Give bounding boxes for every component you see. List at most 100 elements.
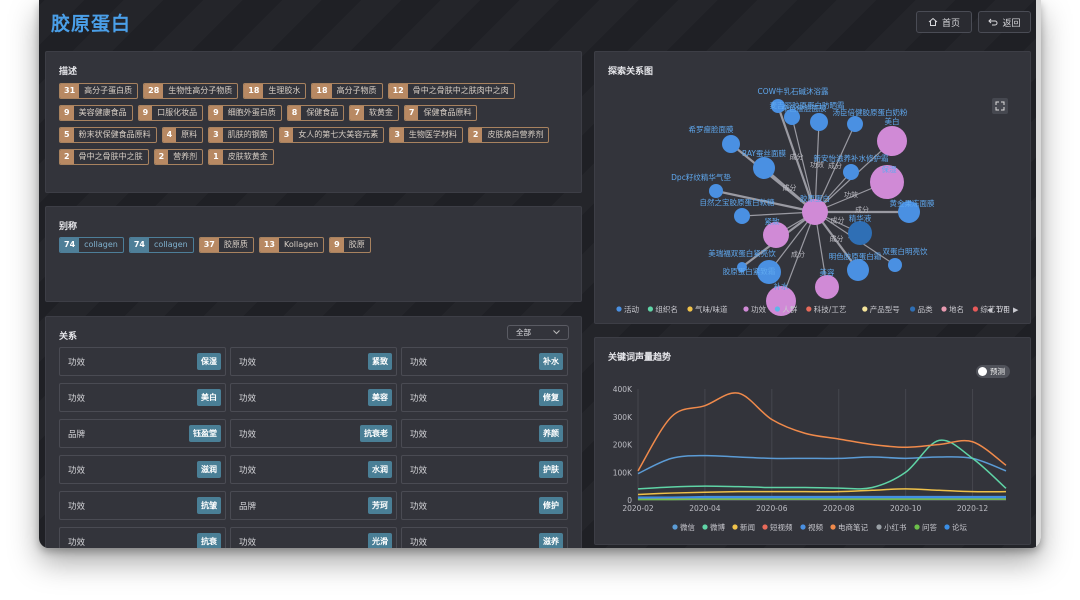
legend-next-icon[interactable]: ▶ [1013, 306, 1019, 314]
relation-item[interactable]: 功效 光滑 [230, 527, 397, 548]
tag-chip[interactable]: 3 女人的第七大美容元素 [278, 127, 385, 143]
relation-item[interactable]: 功效 补水 [401, 347, 568, 376]
tag-chip[interactable]: 13 Kollagen [258, 237, 325, 253]
legend-label[interactable]: 品类 [918, 304, 934, 314]
tag-count: 37 [199, 238, 219, 252]
tag-chip[interactable]: 28 生物性高分子物质 [143, 83, 239, 99]
graph-node[interactable] [784, 109, 800, 125]
relation-item[interactable]: 功效 抗衰老 [230, 419, 397, 448]
graph-node[interactable] [898, 201, 920, 223]
graph-edge [814, 123, 856, 213]
graph-node[interactable] [877, 126, 907, 156]
graph-node[interactable] [810, 113, 828, 131]
tag-chip[interactable]: 8 保健食品 [286, 105, 345, 121]
trend-grid [637, 389, 974, 500]
graph-node[interactable] [848, 221, 872, 245]
legend-label[interactable]: 科技/工艺 [814, 304, 847, 314]
graph-node-label: 自然之宝胶原蛋白软糖 [700, 197, 775, 207]
legend-label[interactable]: 人群 [782, 304, 797, 314]
relation-item[interactable]: 功效 护肤 [401, 455, 568, 484]
legend-label[interactable]: 微信 [680, 522, 695, 532]
relation-item[interactable]: 功效 美白 [59, 383, 226, 412]
graph-node[interactable] [753, 157, 775, 179]
relation-item[interactable]: 功效 保湿 [59, 347, 226, 376]
legend-label[interactable]: 电商笔记 [838, 522, 868, 532]
home-button[interactable]: 首页 [916, 11, 972, 33]
legend-label[interactable]: 气味/味道 [695, 304, 728, 314]
tag-chip[interactable]: 5 粉末状保健食品原料 [59, 127, 157, 143]
legend-label[interactable]: 小红书 [884, 522, 907, 532]
relation-item[interactable]: 功效 紧致 [230, 347, 397, 376]
graph-node[interactable] [722, 135, 740, 153]
x-tick-label: 2020-12 [957, 504, 989, 513]
graph-node[interactable] [737, 262, 747, 272]
relation-filter-select[interactable]: 全部 [507, 325, 569, 340]
tag-chip[interactable]: 12 骨中之骨肤中之肤肉中之肉 [387, 83, 515, 99]
legend-label[interactable]: 微博 [710, 522, 725, 532]
graph-node[interactable] [757, 260, 781, 284]
legend-label[interactable]: 地名 [949, 304, 964, 314]
tag-chip[interactable]: 74 collagen [128, 237, 194, 253]
legend-label[interactable]: 短视频 [770, 522, 793, 532]
page-title: 胶原蛋白 [51, 13, 132, 35]
tag-chip[interactable]: 9 胶原 [329, 237, 371, 253]
legend-label[interactable]: 综艺节目 [980, 304, 1010, 314]
tag-chip[interactable]: 74 collagen [59, 237, 124, 253]
relation-item[interactable]: 功效 抗皱 [59, 491, 226, 520]
relation-item[interactable]: 功效 养颜 [401, 419, 568, 448]
graph-node[interactable] [734, 208, 750, 224]
tag-chip[interactable]: 9 细胞外蛋白质 [208, 105, 282, 121]
graph-node[interactable] [766, 286, 796, 316]
legend-label[interactable]: 问答 [922, 522, 937, 532]
graph-node[interactable] [763, 222, 789, 248]
graph-legend: 活动 组织名 气味/味道 功效 人群 科技/工艺 产品型号 品类 地名 综艺节目◀ 1/4 ▶ [616, 304, 1019, 314]
tag-chip[interactable]: 18 生理胶水 [243, 83, 307, 99]
relation-item[interactable]: 功效 修护 [401, 491, 568, 520]
relation-item[interactable]: 功效 滋润 [59, 455, 226, 484]
graph-node[interactable] [847, 116, 863, 132]
graph-node[interactable] [802, 199, 828, 225]
relation-graph[interactable]: 成分成分功效成分功效成分成分功效成分成分COW牛乳石碱沐浴露麦吉丽胶原蛋白防晒霜… [595, 52, 1032, 325]
tag-chip[interactable]: 4 原料 [161, 127, 204, 143]
tag-chip[interactable]: 7 保健食品原料 [403, 105, 478, 121]
graph-node[interactable] [870, 165, 904, 199]
tag-chip[interactable]: 1 皮肤软黄金 [208, 149, 274, 165]
graph-node[interactable] [771, 99, 785, 113]
legend-label[interactable]: 组织名 [655, 304, 678, 314]
legend-label[interactable]: 视频 [808, 522, 823, 532]
relation-item[interactable]: 功效 美容 [230, 383, 397, 412]
tag-chip[interactable]: 2 皮肤焕白营养剂 [467, 127, 550, 143]
tag-chip[interactable]: 31 高分子蛋白质 [59, 83, 139, 99]
relation-item[interactable]: 品牌 钰盈堂 [59, 419, 226, 448]
relation-item[interactable]: 品牌 芳珂 [230, 491, 397, 520]
fullscreen-button[interactable] [992, 98, 1008, 114]
legend-label[interactable]: 功效 [751, 304, 766, 314]
legend-label[interactable]: 产品型号 [870, 304, 900, 314]
tag-chip[interactable]: 2 骨中之骨肤中之肤 [59, 149, 149, 165]
graph-node[interactable] [847, 259, 869, 281]
tag-chip[interactable]: 2 营养剂 [153, 149, 204, 165]
relation-item[interactable]: 功效 滋养 [401, 527, 568, 548]
relation-item[interactable]: 功效 抗衰 [59, 527, 226, 548]
legend-prev-icon[interactable]: ◀ [987, 306, 993, 314]
graph-node[interactable] [815, 275, 839, 299]
relation-item[interactable]: 功效 水润 [230, 455, 397, 484]
graph-node[interactable] [709, 184, 723, 198]
tag-chip[interactable]: 37 胶原质 [198, 237, 254, 253]
back-button[interactable]: 返回 [978, 11, 1031, 33]
graph-node[interactable] [888, 258, 902, 272]
tag-chip[interactable]: 3 生物医学材料 [389, 127, 463, 143]
tag-chip[interactable]: 18 高分子物质 [311, 83, 383, 99]
legend-label[interactable]: 活动 [624, 304, 639, 314]
legend-label[interactable]: 论坛 [952, 522, 967, 532]
graph-panel: 探索关系图 成分成分功效成分功效成分成分功效成分成分COW牛乳石碱沐浴露麦吉丽胶… [594, 51, 1031, 324]
tag-chip[interactable]: 9 美容健康食品 [59, 105, 133, 121]
graph-node[interactable] [843, 164, 859, 180]
legend-label[interactable]: 新闻 [740, 522, 755, 532]
tag-chip[interactable]: 9 口服化妆品 [137, 105, 204, 121]
tag-chip[interactable]: 7 软黄金 [349, 105, 399, 121]
forecast-toggle[interactable]: 预测 [976, 365, 1010, 378]
relation-item[interactable]: 功效 修复 [401, 383, 568, 412]
tag-count: 9 [330, 238, 344, 252]
tag-chip[interactable]: 3 肌肤的钢筋 [208, 127, 274, 143]
